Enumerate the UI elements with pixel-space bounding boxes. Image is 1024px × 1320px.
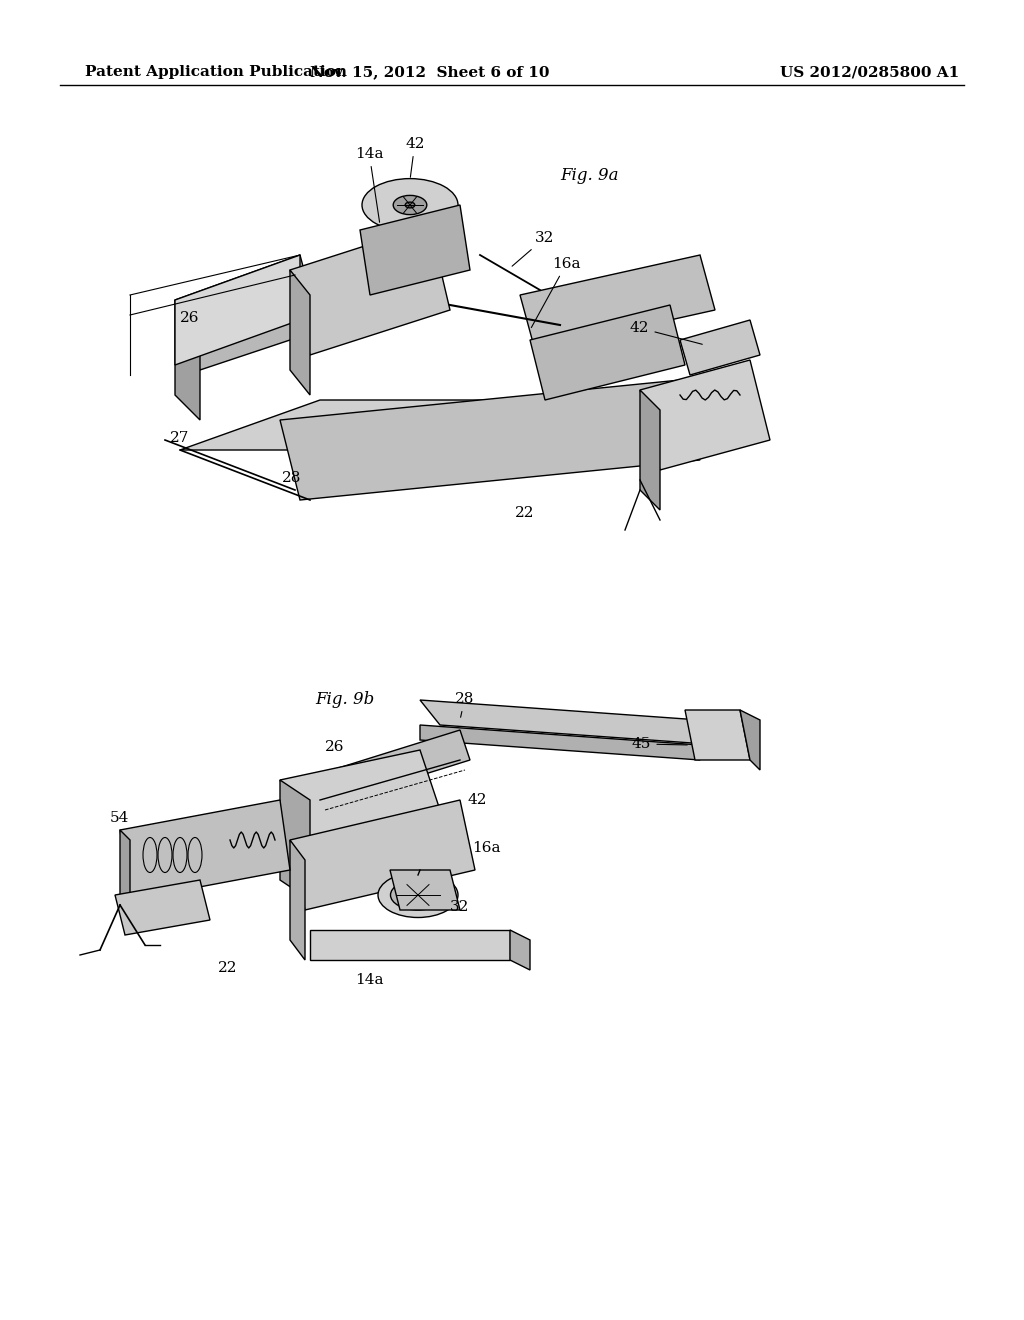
Ellipse shape (362, 178, 458, 231)
Ellipse shape (378, 873, 458, 917)
Polygon shape (530, 305, 685, 400)
Polygon shape (180, 400, 680, 450)
Text: Nov. 15, 2012  Sheet 6 of 10: Nov. 15, 2012 Sheet 6 of 10 (310, 65, 550, 79)
Polygon shape (120, 800, 290, 900)
Text: 42: 42 (406, 137, 425, 177)
Polygon shape (290, 271, 310, 395)
Ellipse shape (390, 880, 445, 909)
Polygon shape (310, 931, 510, 960)
Polygon shape (280, 380, 700, 500)
Text: Fig. 9a: Fig. 9a (560, 166, 618, 183)
Polygon shape (175, 255, 319, 370)
Text: Fig. 9b: Fig. 9b (315, 692, 374, 709)
Polygon shape (120, 830, 130, 915)
Text: 26: 26 (180, 312, 200, 325)
Text: 42: 42 (630, 321, 702, 345)
Polygon shape (290, 800, 475, 909)
Text: 45: 45 (632, 737, 687, 751)
Text: 14a: 14a (355, 147, 384, 222)
Text: 22: 22 (218, 961, 238, 975)
Polygon shape (420, 700, 720, 744)
Polygon shape (740, 710, 760, 770)
Text: 54: 54 (110, 810, 129, 825)
Polygon shape (520, 255, 715, 350)
Ellipse shape (406, 202, 415, 207)
Polygon shape (680, 319, 760, 375)
Polygon shape (390, 870, 460, 909)
Polygon shape (685, 710, 750, 760)
Polygon shape (175, 300, 200, 420)
Polygon shape (360, 205, 470, 294)
Text: 27: 27 (170, 432, 189, 445)
Text: 16a: 16a (531, 257, 581, 327)
Text: US 2012/0285800 A1: US 2012/0285800 A1 (780, 65, 959, 79)
Text: 14a: 14a (355, 973, 384, 987)
Text: 28: 28 (455, 692, 474, 717)
Text: Patent Application Publication: Patent Application Publication (85, 65, 347, 79)
Text: 22: 22 (515, 506, 535, 520)
Polygon shape (640, 360, 770, 470)
Text: 28: 28 (282, 471, 301, 484)
Ellipse shape (393, 195, 427, 215)
Text: 16a: 16a (472, 841, 501, 855)
Text: 42: 42 (468, 793, 487, 807)
Polygon shape (420, 725, 700, 760)
Polygon shape (175, 255, 300, 366)
Polygon shape (280, 750, 450, 870)
Polygon shape (510, 931, 530, 970)
Polygon shape (280, 780, 310, 900)
Polygon shape (115, 880, 210, 935)
Polygon shape (290, 224, 450, 355)
Polygon shape (290, 840, 305, 960)
Polygon shape (300, 730, 470, 810)
Text: 32: 32 (512, 231, 554, 267)
Polygon shape (640, 389, 660, 510)
Text: 32: 32 (450, 900, 469, 913)
Text: 26: 26 (325, 741, 344, 754)
Ellipse shape (409, 890, 427, 900)
